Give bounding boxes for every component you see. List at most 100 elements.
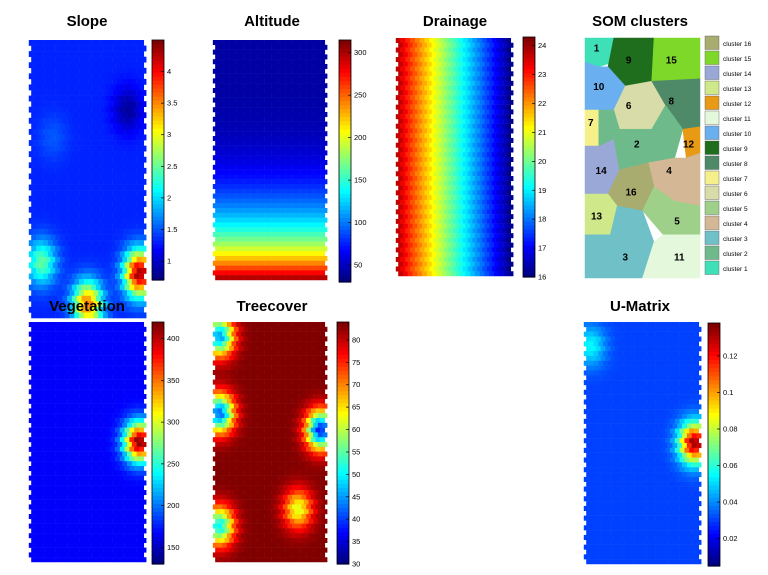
hex-cell: [407, 147, 413, 153]
hex-cell: [100, 306, 106, 313]
hex-cell: [238, 44, 244, 50]
hex-cell: [40, 279, 46, 285]
hex-cell: [83, 461, 89, 467]
hex-cell: [264, 241, 270, 247]
hex-cell: [460, 157, 466, 162]
hex-cell: [100, 542, 106, 548]
hex-cell: [76, 514, 82, 520]
hex-cell: [446, 42, 452, 48]
hex-cell: [261, 112, 267, 118]
hex-cell: [64, 90, 70, 96]
hex-cell: [28, 494, 34, 500]
hex-cell: [482, 95, 488, 101]
hex-cell: [254, 97, 260, 103]
hex-cell: [503, 166, 509, 172]
hex-cell: [313, 92, 319, 98]
hex-cell: [88, 179, 94, 185]
hex-cell: [93, 301, 99, 308]
hex-cell: [482, 38, 488, 43]
hex-cell: [59, 212, 65, 219]
hex-cell: [231, 49, 237, 55]
hex-cell: [257, 246, 263, 252]
colorbar-step: [339, 257, 351, 263]
hex-cell: [38, 273, 44, 280]
hex-cell: [402, 52, 409, 58]
hex-cell: [322, 92, 328, 98]
hex-cell: [219, 64, 225, 70]
hex-cell: [261, 92, 267, 98]
hex-cell: [141, 145, 147, 152]
hex-cell: [273, 107, 279, 113]
hex-cell: [107, 234, 113, 241]
hex-cell: [450, 42, 456, 48]
hex-cell: [59, 355, 65, 361]
hex-cell: [275, 102, 281, 108]
hex-cell: [434, 38, 440, 43]
hex-cell: [257, 217, 263, 223]
hex-cell: [119, 418, 125, 424]
hex-cell: [231, 164, 237, 170]
hex-cell: [64, 45, 70, 52]
hex-cell: [43, 229, 49, 235]
hex-cell: [264, 270, 270, 276]
hex-cell: [212, 49, 218, 55]
hex-cell: [69, 365, 75, 371]
hex-cell: [254, 126, 260, 132]
hex-cell: [472, 104, 478, 110]
hex-cell: [139, 418, 145, 424]
hex-cell: [434, 237, 440, 243]
hex-cell: [491, 66, 497, 72]
hex-cell: [127, 355, 133, 361]
hex-cell: [35, 312, 42, 319]
hex-cell: [259, 136, 265, 142]
hex-cell: [141, 422, 147, 428]
hex-cell: [486, 38, 492, 43]
colorbar-step: [152, 48, 164, 53]
hex-cell: [38, 195, 44, 202]
hex-cell: [506, 38, 512, 43]
hex-cell: [112, 290, 118, 297]
hex-cell: [233, 140, 239, 146]
hex-cell: [45, 384, 51, 390]
hex-cell: [28, 173, 34, 180]
hex-cell: [212, 59, 218, 65]
hex-cell: [38, 162, 44, 169]
hex-cell: [127, 480, 133, 486]
hex-cell: [448, 123, 454, 129]
hex-cell: [503, 271, 509, 277]
hex-cell: [287, 68, 293, 74]
hex-cell: [317, 265, 323, 271]
hex-cell: [217, 203, 223, 209]
hex-cell: [112, 134, 118, 141]
hex-cell: [222, 260, 228, 266]
hex-cell: [226, 222, 232, 228]
hex-cell: [400, 95, 406, 101]
hex-cell: [233, 121, 239, 127]
hex-cell: [98, 394, 104, 400]
hex-cell: [231, 116, 237, 122]
hex-cell: [83, 413, 89, 419]
hex-cell: [273, 232, 279, 238]
hex-cell: [252, 83, 258, 89]
hex-cell: [134, 206, 140, 213]
hex-cell: [139, 350, 145, 356]
hex-cell: [103, 167, 109, 174]
colorbar-step: [523, 261, 535, 266]
hex-cell: [31, 528, 37, 534]
hex-cell: [122, 312, 128, 319]
hex-cell: [131, 101, 137, 107]
hex-cell: [43, 370, 49, 376]
hex-cell: [55, 112, 61, 119]
hex-cell: [55, 422, 61, 428]
hex-cell: [443, 190, 449, 196]
hex-cell: [212, 270, 218, 276]
hex-cell: [105, 370, 111, 376]
hex-cell: [50, 179, 56, 185]
hex-cell: [429, 47, 435, 53]
hex-cell: [472, 228, 478, 234]
hex-cell: [257, 150, 263, 156]
hex-cell: [67, 370, 73, 376]
hex-cell: [285, 44, 291, 50]
hex-cell: [224, 246, 230, 252]
hex-cell: [122, 394, 128, 400]
